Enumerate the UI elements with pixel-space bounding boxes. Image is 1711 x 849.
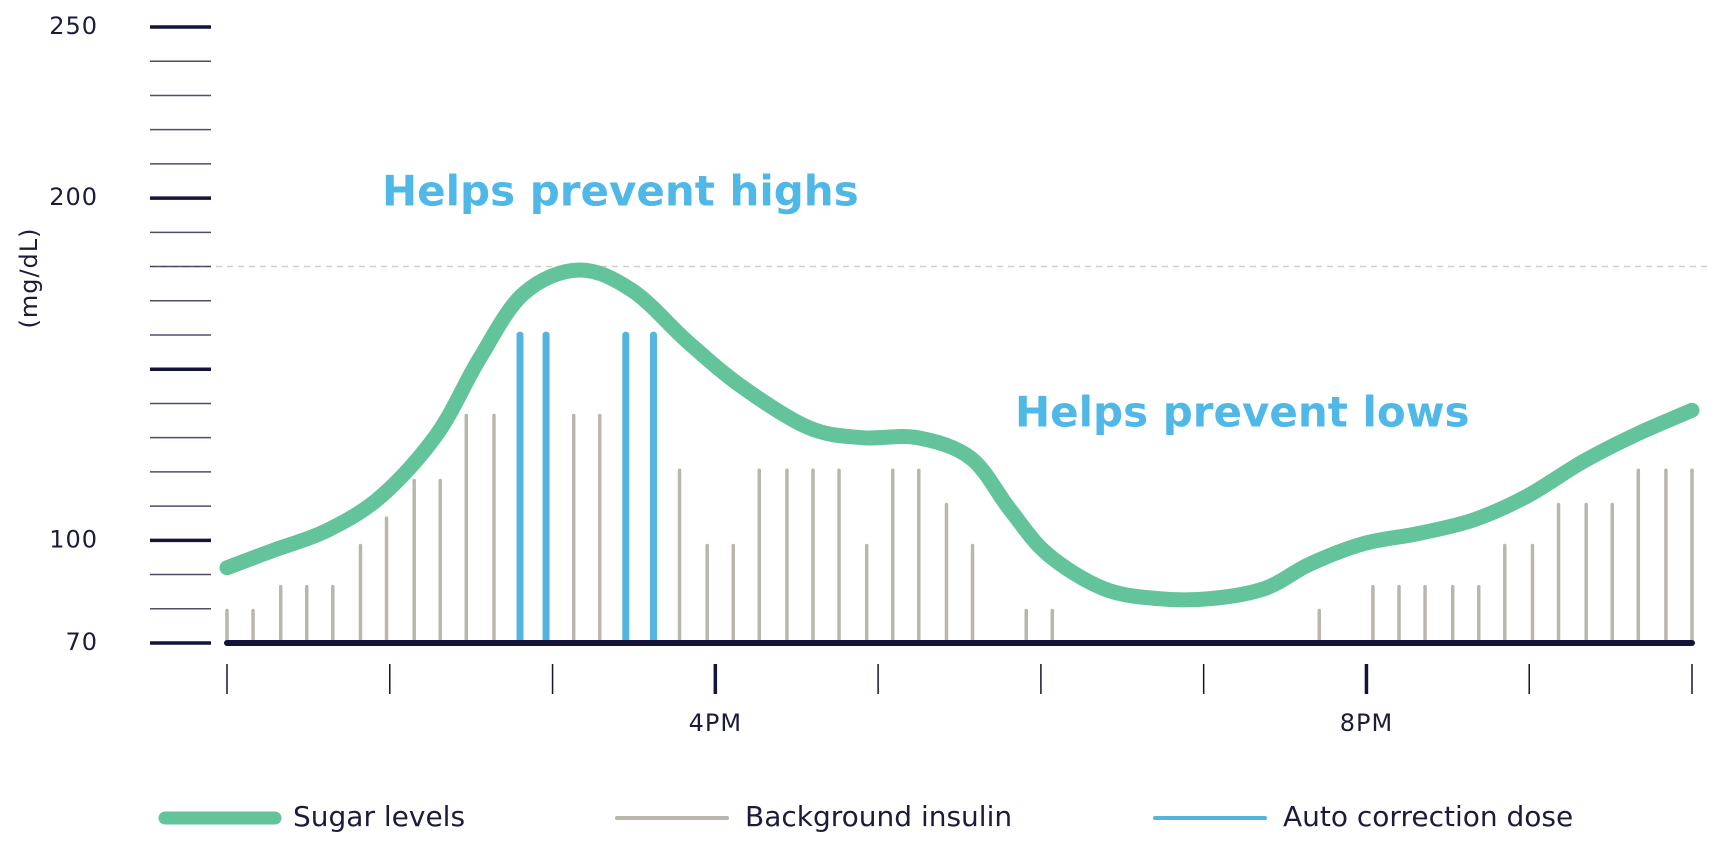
bar bbox=[757, 468, 762, 643]
bar bbox=[891, 468, 895, 643]
bar bbox=[1024, 608, 1028, 643]
bar bbox=[864, 543, 869, 643]
line bbox=[219, 262, 1700, 608]
legend-label: Auto correction dose bbox=[1283, 800, 1573, 833]
annotation: Helps prevent highs bbox=[382, 167, 859, 216]
bar bbox=[705, 543, 709, 643]
bar bbox=[571, 413, 576, 643]
bar bbox=[464, 413, 469, 643]
bar bbox=[542, 331, 550, 643]
bar bbox=[1610, 502, 1614, 643]
bar bbox=[1584, 502, 1588, 643]
bar bbox=[251, 608, 255, 643]
legend-label: Background insulin bbox=[745, 800, 1012, 833]
bar bbox=[492, 413, 496, 643]
y-tick-label: 70 bbox=[65, 628, 98, 656]
y-tick-label: 100 bbox=[49, 525, 98, 553]
x-tick-label: 8PM bbox=[1340, 709, 1393, 737]
bar bbox=[811, 468, 815, 643]
bar bbox=[305, 584, 309, 643]
bar bbox=[731, 543, 735, 643]
bar bbox=[438, 478, 442, 643]
bar bbox=[1664, 468, 1668, 643]
x-tick-label: 4PM bbox=[689, 709, 742, 737]
bar bbox=[1050, 608, 1055, 643]
bar bbox=[412, 478, 416, 643]
bar bbox=[1397, 584, 1401, 643]
bar bbox=[1450, 584, 1455, 643]
bar bbox=[970, 543, 975, 643]
bar bbox=[1690, 468, 1694, 643]
bar bbox=[1477, 584, 1481, 643]
bar bbox=[837, 468, 841, 643]
bar bbox=[1556, 502, 1561, 643]
bar bbox=[331, 584, 335, 643]
bar bbox=[1317, 608, 1321, 643]
bar bbox=[1530, 543, 1535, 643]
legend-label: Sugar levels bbox=[293, 800, 465, 833]
bar bbox=[1371, 584, 1375, 643]
y-tick-label: 250 bbox=[49, 12, 98, 40]
bar bbox=[384, 516, 389, 643]
bar bbox=[785, 468, 789, 643]
bar bbox=[516, 331, 524, 643]
bar bbox=[944, 502, 949, 643]
bar bbox=[649, 331, 657, 643]
bar bbox=[225, 608, 229, 643]
bar bbox=[598, 413, 602, 643]
bar bbox=[677, 468, 682, 643]
bar bbox=[1503, 543, 1507, 643]
bar bbox=[358, 543, 363, 643]
annotation: Helps prevent lows bbox=[1015, 388, 1470, 437]
bar bbox=[917, 468, 921, 643]
y-axis-label: (mg/dL) bbox=[15, 227, 43, 328]
y-tick-label: 200 bbox=[49, 183, 98, 211]
bar bbox=[622, 331, 630, 643]
bar bbox=[1423, 584, 1427, 643]
bar bbox=[278, 584, 283, 643]
bar bbox=[1636, 468, 1641, 643]
